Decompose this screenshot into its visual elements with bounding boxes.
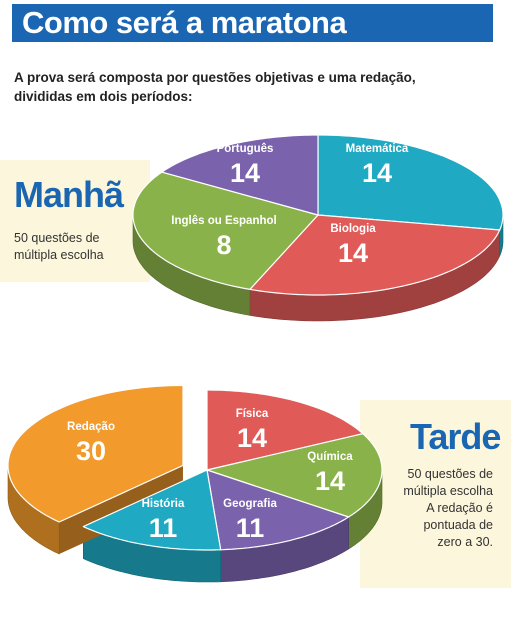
afternoon-note-line: A redação é — [426, 501, 493, 515]
slice-name-fisica: Física — [236, 408, 269, 420]
slice-value-ingles-ou-espanhol: 8 — [216, 230, 231, 260]
morning-label: Manhã — [14, 174, 124, 215]
slice-value-redacao: 30 — [76, 436, 106, 466]
afternoon-note-line: pontuada de — [423, 518, 493, 532]
pie-slice-matematica — [249, 214, 501, 296]
slice-value-portugues: 14 — [230, 158, 260, 188]
afternoon-note: 50 questões de múltipla escolha A redaçã… — [403, 466, 493, 551]
afternoon-panel — [360, 400, 511, 588]
slice-name-portugues: Português — [217, 143, 274, 155]
pie-slice-geografia — [206, 469, 350, 551]
afternoon-note-line: 50 questões de — [407, 467, 494, 481]
pie-slice-portugues — [317, 134, 504, 231]
page-title: Como será a maratona — [22, 5, 347, 40]
title-bar: Como será a maratona — [12, 4, 493, 42]
slice-value-fisica: 14 — [237, 423, 267, 453]
afternoon-note-line: zero a 30. — [437, 535, 493, 549]
slice-value-biologia: 14 — [338, 238, 368, 268]
morning-note-line: múltipla escolha — [14, 248, 104, 262]
morning-note-line: 50 questões de — [14, 231, 100, 245]
morning-note: 50 questões de múltipla escolha — [14, 230, 104, 264]
slice-name-quimica: Química — [307, 451, 353, 463]
pie-slice-fisica — [206, 389, 364, 471]
afternoon-label: Tarde — [410, 416, 501, 457]
slice-name-matematica: Matemática — [346, 143, 409, 155]
slice-value-historia: 11 — [149, 513, 178, 543]
slice-value-geografia: 11 — [236, 513, 265, 543]
slice-name-redacao: Redação — [67, 421, 115, 433]
pie-slice-quimica — [206, 433, 383, 518]
pie-slice-redacao — [7, 384, 184, 523]
morning-panel — [0, 160, 150, 282]
slice-name-biologia: Biologia — [330, 223, 376, 235]
slice-value-matematica: 14 — [362, 158, 392, 188]
slice-name-geografia: Geografia — [223, 498, 277, 510]
slice-name-historia: História — [142, 498, 185, 510]
slice-value-quimica: 14 — [315, 466, 345, 496]
slice-name-ingles-ou-espanhol: Inglês ou Espanhol — [171, 215, 276, 227]
intro-text: A prova será composta por questões objet… — [14, 70, 416, 104]
pie-slice-biologia — [132, 171, 319, 290]
afternoon-note-line: múltipla escolha — [403, 484, 493, 498]
pie-slice-historia — [82, 469, 222, 551]
pie-slice-ingles-ou-espanhol — [161, 134, 319, 216]
